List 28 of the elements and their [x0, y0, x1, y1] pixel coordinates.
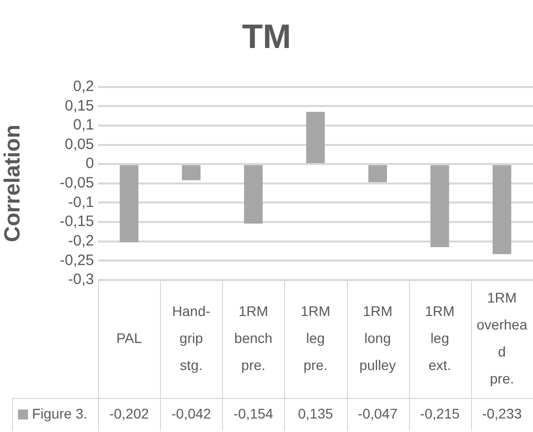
y-tick-label: -0,3: [68, 271, 94, 288]
chart-title: TM: [242, 18, 292, 56]
x-tick-label: 1RM leg pre.: [300, 302, 330, 373]
y-tick-label: 0,05: [64, 136, 94, 153]
x-tick-label: 1RM leg ext.: [425, 302, 455, 373]
y-tick-label: 0,1: [73, 116, 94, 134]
data-label: -0,202: [109, 405, 150, 422]
y-tick-label: 0: [86, 155, 94, 172]
data-label: -0,154: [234, 405, 274, 422]
y-tick-label: -0,1: [68, 194, 94, 211]
y-tick-label: 0,15: [64, 97, 94, 114]
y-tick-label: -0,05: [60, 174, 94, 192]
x-tick-label: 1RM overhead pre.: [476, 289, 528, 386]
data-label: 0,135: [298, 405, 334, 422]
y-tick-label: -0,25: [60, 252, 94, 269]
data-label: -0,233: [482, 405, 522, 422]
x-tick-label: Hand-grip stg.: [172, 302, 211, 373]
x-tick-label: 1RM bench pre.: [234, 302, 272, 373]
y-axis-title: Correlation: [0, 124, 24, 242]
data-label: -0,215: [420, 405, 460, 422]
y-tick-label: -0,2: [68, 232, 94, 250]
legend-label: Figure 3.: [32, 405, 88, 422]
y-tick-label: 0,2: [73, 78, 94, 95]
data-label: -0,042: [171, 405, 212, 422]
x-tick-label: PAL: [116, 330, 142, 346]
data-label: -0,047: [358, 405, 398, 422]
y-tick-label: -0,15: [60, 213, 94, 230]
x-tick-label: 1RM long pulley: [359, 302, 396, 373]
